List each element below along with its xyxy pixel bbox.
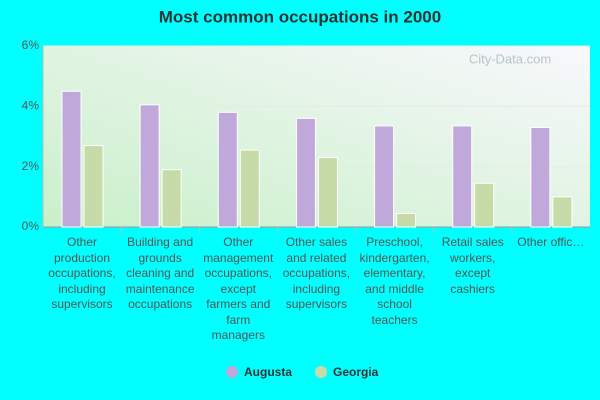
bar <box>474 182 495 228</box>
legend-label: Georgia <box>333 365 379 379</box>
bar <box>161 169 182 228</box>
bar <box>452 125 473 228</box>
y-tick-label: 6% <box>22 38 40 52</box>
legend-swatch <box>315 366 327 378</box>
bar <box>217 111 238 228</box>
y-tick-label: 0% <box>22 219 40 233</box>
legend-swatch <box>226 366 238 378</box>
bar <box>374 125 395 228</box>
x-tick-label: Retail sales workers, except cashiers <box>441 235 504 296</box>
bar <box>139 104 160 228</box>
bar <box>396 212 417 228</box>
bar <box>295 117 316 228</box>
bar <box>61 90 82 228</box>
plot-area <box>43 46 590 227</box>
bar <box>530 126 551 228</box>
bar <box>239 149 260 228</box>
x-tick-label: Other offic… <box>517 235 585 249</box>
x-tick-label: Preschool, kindergarten, elementary, and… <box>359 235 430 327</box>
x-tick-label: Other sales and related occupations, inc… <box>282 235 351 311</box>
x-tick-label: Other management occupations, except far… <box>203 235 274 342</box>
chart-title: Most common occupations in 2000 <box>159 7 441 26</box>
x-tick-label: Building and grounds cleaning and mainte… <box>125 235 195 311</box>
bar <box>83 145 104 228</box>
y-tick-label: 4% <box>22 99 40 113</box>
watermark: City-Data.com <box>469 51 551 66</box>
legend-label: Augusta <box>244 365 292 379</box>
bar <box>552 196 573 228</box>
y-tick-label: 2% <box>22 159 40 173</box>
x-tick-label: Other production occupations, including … <box>48 235 116 311</box>
bar <box>317 157 338 228</box>
